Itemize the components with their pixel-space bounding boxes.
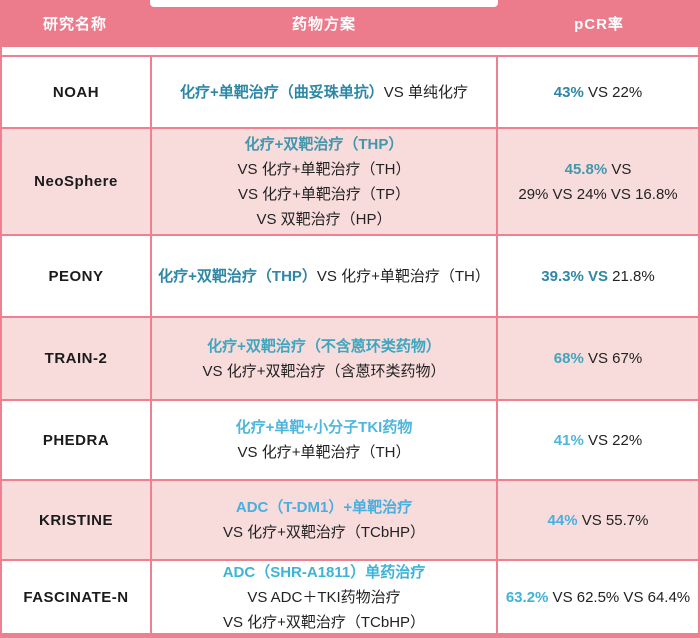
highlighted-segment: ADC（T-DM1）+单靶治疗 (235, 499, 413, 516)
regimen-line: VS 化疗+双靶治疗（含蒽环类药物） (203, 359, 446, 384)
regimen-cell: 化疗+双靶治疗（THP） VS 化疗+单靶治疗（TH） VS 化疗+单靶治疗（TP）… (150, 129, 498, 234)
text-segment: 21.8% (608, 267, 655, 285)
regimen-cell: 化疗+单靶+小分子TKI药物 VS 化疗+单靶治疗（TH） (150, 401, 498, 479)
regimen-line: 化疗+双靶治疗（THP）VS 化疗+单靶治疗（TH） (158, 264, 490, 289)
pcr-line: 43% VS 22% (554, 80, 642, 105)
regimen-line: ADC（T-DM1）+单靶治疗 (236, 495, 412, 520)
text-segment: VS 化疗+单靶治疗（TH） (237, 160, 411, 178)
study-name-cell: NeoSphere (2, 129, 150, 234)
text-segment: VS 22% (583, 83, 643, 101)
regimen-cell: ADC（T-DM1）+单靶治疗 VS 化疗+双靶治疗（TCbHP） (150, 481, 498, 559)
pcr-line: 39.3% VS 21.8% (541, 264, 654, 289)
regimen-line: 化疗+双靶治疗（不含蒽环类药物） (207, 334, 441, 359)
pcr-cell: 68% VS 67% (498, 318, 698, 399)
study-name-cell: PEONY (2, 236, 150, 316)
study-name: NeoSphere (34, 173, 118, 190)
pcr-line: 68% VS 67% (554, 346, 642, 371)
table-row: KRISTINE ADC（T-DM1）+单靶治疗 VS 化疗+双靶治疗（TCbHP）… (2, 479, 698, 559)
highlighted-segment: 45.8% (564, 160, 608, 178)
regimen-line: VS 化疗+单靶治疗（TH） (238, 157, 411, 182)
pcr-cell: 63.2% VS 62.5% VS 64.4% (498, 561, 698, 633)
regimen-cell: 化疗+双靶治疗（不含蒽环类药物） VS 化疗+双靶治疗（含蒽环类药物） (150, 318, 498, 399)
highlighted-segment: 化疗+单靶治疗（曲妥珠单抗） (180, 83, 384, 101)
regimen-line: VS 化疗+单靶治疗（TH） (238, 440, 411, 465)
table-row: PHEDRA 化疗+单靶+小分子TKI药物 VS 化疗+单靶治疗（TH） 41% VS… (2, 399, 698, 479)
regimen-line: ADC（SHR-A1811）单药治疗 (223, 561, 426, 585)
text-segment: VS 22% (583, 431, 643, 449)
text-segment: VS 化疗+双靶治疗（TCbHP） (222, 613, 426, 631)
pcr-cell: 41% VS 22% (498, 401, 698, 479)
table-row: NeoSphere 化疗+双靶治疗（THP） VS 化疗+单靶治疗（TH） VS 化疗… (2, 127, 698, 234)
pcr-cell: 45.8% VS 29% VS 24% VS 16.8% (498, 129, 698, 234)
study-name: KRISTINE (38, 511, 113, 529)
highlighted-segment: 39.3% VS (541, 267, 608, 285)
highlighted-segment: 化疗+双靶治疗（THP） (158, 267, 317, 285)
highlighted-segment: 41% (553, 431, 584, 449)
text-segment: VS (607, 160, 632, 178)
text-segment: VS 55.7% (577, 511, 649, 529)
text-segment: VS 化疗+单靶治疗（TP） (237, 185, 411, 203)
highlighted-segment: 化疗+双靶治疗（不含蒽环类药物） (207, 337, 441, 355)
study-name: NOAH (52, 83, 100, 101)
pcr-line: 45.8% VS (565, 157, 632, 182)
study-name: PHEDRA (42, 431, 110, 449)
highlighted-segment: 化疗+单靶+小分子TKI药物 (235, 419, 413, 436)
regimen-line: VS 化疗+单靶治疗（TP） (238, 182, 410, 207)
text-segment: VS 67% (583, 350, 643, 367)
pcr-cell: 44% VS 55.7% (498, 481, 698, 559)
highlighted-segment: 化疗+双靶治疗（THP） (244, 135, 404, 153)
text-segment: VS ADC＋TKI药物治疗 (247, 588, 401, 606)
pcr-cell: 43% VS 22% (498, 57, 698, 127)
regimen-cell: 化疗+单靶治疗（曲妥珠单抗）VS 单纯化疗 (150, 57, 498, 127)
pcr-line: 44% VS 55.7% (548, 508, 649, 533)
header-gap (2, 47, 698, 55)
top-white-notch (150, 0, 498, 7)
highlighted-segment: 63.2% (505, 588, 549, 606)
text-segment: VS 化疗+双靶治疗（含蒽环类药物） (202, 362, 446, 380)
study-name: TRAIN-2 (44, 350, 108, 367)
study-name-cell: KRISTINE (2, 481, 150, 559)
header-study-name: 研究名称 (42, 16, 107, 33)
pcr-cell: 39.3% VS 21.8% (498, 236, 698, 316)
study-name-cell: TRAIN-2 (2, 318, 150, 399)
regimen-line: 化疗+双靶治疗（THP） (245, 132, 404, 157)
study-name: PEONY (48, 267, 104, 285)
regimen-line: VS ADC＋TKI药物治疗 (247, 585, 400, 610)
regimen-cell: ADC（SHR-A1811）单药治疗 VS ADC＋TKI药物治疗 VS 化疗+双靶… (150, 561, 498, 633)
pcr-line: 29% VS 24% VS 16.8% (518, 182, 677, 207)
regimen-line: VS 化疗+双靶治疗（TCbHP） (223, 520, 425, 545)
text-segment: VS 化疗+单靶治疗（TH） (316, 267, 490, 285)
regimen-line: 化疗+单靶治疗（曲妥珠单抗）VS 单纯化疗 (180, 80, 468, 105)
study-name: FASCINATE-N (23, 588, 129, 606)
text-segment: VS 双靶治疗（HP） (256, 210, 392, 228)
table-row: NOAH 化疗+单靶治疗（曲妥珠单抗）VS 单纯化疗 43% VS 22% (2, 55, 698, 127)
highlighted-segment: ADC（SHR-A1811）单药治疗 (222, 563, 426, 581)
regimen-cell: 化疗+双靶治疗（THP）VS 化疗+单靶治疗（TH） (150, 236, 498, 316)
regimen-line: VS 双靶治疗（HP） (256, 207, 391, 232)
table-header: 研究名称 药物方案 pCR率 (0, 0, 700, 47)
text-segment: VS 62.5% VS 64.4% (548, 588, 691, 606)
header-pcr-rate: pCR率 (574, 16, 624, 33)
study-name-cell: FASCINATE-N (2, 561, 150, 633)
table-row: TRAIN-2 化疗+双靶治疗（不含蒽环类药物） VS 化疗+双靶治疗（含蒽环类药物… (2, 316, 698, 399)
text-segment: VS 单纯化疗 (383, 83, 468, 101)
highlighted-segment: 43% (553, 83, 584, 101)
text-segment: 29% VS 24% VS 16.8% (518, 185, 678, 203)
regimen-line: 化疗+单靶+小分子TKI药物 (236, 415, 413, 440)
regimen-line: VS 化疗+双靶治疗（TCbHP） (223, 610, 425, 634)
table-body: NOAH 化疗+单靶治疗（曲妥珠单抗）VS 单纯化疗 43% VS 22% NeoSp… (0, 47, 700, 638)
pcr-line: 63.2% VS 62.5% VS 64.4% (506, 585, 690, 610)
study-name-cell: NOAH (2, 57, 150, 127)
text-segment: VS 化疗+双靶治疗（TCbHP） (222, 524, 426, 541)
table-row: PEONY 化疗+双靶治疗（THP）VS 化疗+单靶治疗（TH） 39.3% VS … (2, 234, 698, 316)
header-regimen: 药物方案 (291, 16, 356, 33)
highlighted-segment: 44% (547, 511, 578, 529)
highlighted-segment: 68% (553, 350, 584, 367)
text-segment: VS 化疗+单靶治疗（TH） (237, 444, 411, 461)
pcr-line: 41% VS 22% (554, 428, 642, 453)
table-row: FASCINATE-N ADC（SHR-A1811）单药治疗 VS ADC＋TKI药… (2, 559, 698, 633)
study-name-cell: PHEDRA (2, 401, 150, 479)
